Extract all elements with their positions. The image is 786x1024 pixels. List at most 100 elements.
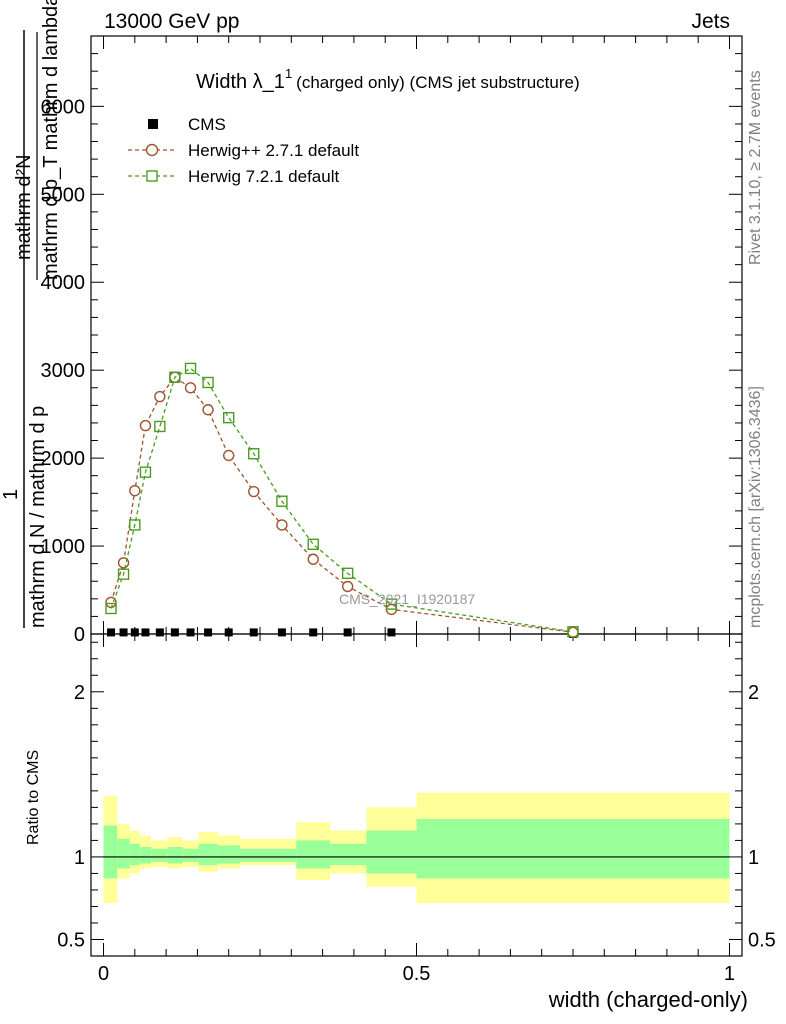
main-ytick-label: 3000 (41, 360, 86, 382)
chart-title-main: Width λ_1 (196, 71, 285, 93)
ratio-ytick-label-right: 1 (748, 847, 759, 869)
herwig7-point (105, 602, 117, 615)
herwigpp-point (154, 390, 166, 403)
ratio-bands (103, 792, 730, 904)
cms-data-point (141, 628, 150, 637)
header-right: Jets (691, 10, 730, 33)
header-left: 13000 GeV pp (104, 10, 239, 33)
ratio-xtick-label: 0.5 (403, 963, 431, 985)
ratio-ytick-label-left: 2 (74, 682, 85, 704)
main-ytick-label: 2000 (41, 448, 86, 470)
ylabel-denominator: mathrm d N / mathrm d p (27, 406, 49, 628)
cms-data-point (186, 628, 195, 637)
ylabel-numerator-one: 1 (0, 489, 22, 500)
herwig7-point (567, 626, 579, 638)
ratio-ylabel: Ratio to CMS (25, 750, 42, 845)
cms-data-point (119, 628, 128, 637)
ratio-inner-band-bin (330, 843, 367, 866)
ratio-xtick-label: 0 (98, 963, 109, 985)
cms-data-point (204, 628, 213, 637)
herwigpp-point (223, 449, 235, 462)
herwig7-point (307, 538, 319, 550)
legend-label: Herwig++ 2.7.1 default (188, 141, 359, 160)
ratio-axis-ticks: 0 0.5 1 0.5 0.5 1 1 2 2 (57, 634, 776, 985)
herwigpp-point (567, 626, 579, 638)
ratio-inner-band-bin (366, 830, 417, 874)
ratio-inner-band-bin (198, 843, 218, 866)
legend: CMS Herwig++ 2.7.1 default Herwig 7.2.1 de… (128, 115, 359, 186)
ratio-ytick-label-left: 0.5 (57, 929, 85, 951)
herwig7-point (248, 448, 260, 460)
herwigpp-point (184, 382, 197, 394)
cms-data-point (155, 628, 164, 637)
main-ylabel: 1 mathrm d N / mathrm d p mathrm d²N mat… (0, 0, 62, 628)
herwigpp-point (276, 519, 288, 531)
watermark: CMS_2021_I1920187 (339, 591, 475, 607)
main-ytick-label: 1000 (41, 536, 86, 558)
herwig7-point (169, 371, 181, 383)
main-axis-ticks: 0 1000 2000 3000 4000 5000 6000 (41, 36, 742, 646)
cms-data-point (130, 628, 139, 637)
cms-data-point (277, 628, 286, 637)
herwig7-point (202, 376, 214, 389)
herwigpp-point (139, 419, 152, 432)
ratio-ytick-label-left: 1 (74, 847, 85, 869)
cms-data-point (249, 628, 258, 637)
cms-data-point (170, 628, 179, 637)
ylabel-inner-numerator: mathrm d²N (13, 154, 35, 260)
ratio-inner-band-bin (416, 818, 730, 879)
ratio-xtick-label: 1 (724, 963, 735, 985)
series-line-1 (110, 376, 574, 633)
main-ytick-label: 5000 (41, 184, 86, 206)
mcplots-label: mcplots.cern.ch [arXiv:1306.3436] (747, 386, 764, 628)
herwig7-point (341, 567, 354, 580)
herwig7-point (385, 598, 398, 610)
ratio-inner-band-bin (129, 843, 140, 866)
cms-data-point (387, 628, 396, 637)
herwigpp-point (129, 484, 141, 497)
ratio-inner-band-bin (139, 847, 152, 864)
herwigpp-point (341, 580, 354, 593)
chart-title-sup: 1 (285, 66, 292, 81)
herwig7-point (117, 568, 130, 580)
legend-marker-square (146, 170, 158, 182)
rivet-label: Rivet 3.1.10, ≥ 2.7M events (747, 70, 764, 265)
ylabel-inner-denominator: mathrm d p_T mathrm d lambda (40, 0, 62, 280)
ratio-inner-band-bin (267, 848, 297, 862)
ratio-inner-band-bin (167, 847, 183, 864)
series-line-2 (110, 367, 574, 633)
herwig7-point (154, 420, 166, 433)
herwig7-point (223, 411, 235, 424)
cms-data-point (224, 628, 233, 637)
ratio-inner-band-bin (103, 825, 118, 879)
cms-data-point (309, 628, 318, 637)
ratio-inner-band-bin (117, 838, 130, 869)
ratio-inner-band-bin (296, 840, 331, 869)
herwigpp-point (307, 553, 319, 565)
chart-title: Width λ_11 (charged only) (CMS jet substr… (196, 66, 580, 93)
ratio-inner-band-bin (182, 848, 199, 862)
chart-title-sub: (charged only) (CMS jet substructure) (296, 73, 579, 92)
herwig7-point (129, 519, 141, 531)
x-axis-label: width (charged-only) (548, 987, 748, 1012)
herwigpp-point (248, 485, 260, 498)
main-ytick-label: 0 (74, 624, 85, 646)
ratio-inner-band-bin (217, 845, 240, 864)
ratio-inner-band-bin (151, 848, 168, 862)
legend-marker-circle (145, 143, 159, 157)
series-layer (105, 362, 579, 638)
cms-data-point (107, 628, 116, 637)
herwig7-point (184, 362, 197, 375)
herwig7-point (139, 466, 152, 478)
main-ytick-label: 6000 (41, 96, 86, 118)
ratio-ytick-label-right: 0.5 (748, 929, 776, 951)
cms-data-point (343, 628, 352, 637)
legend-marker-cms (148, 119, 158, 129)
main-ytick-label: 4000 (41, 272, 86, 294)
ratio-ytick-label-right: 2 (748, 682, 759, 704)
herwigpp-point (202, 404, 214, 416)
legend-label: Herwig 7.2.1 default (188, 167, 339, 186)
herwig7-point (276, 495, 288, 507)
legend-label: CMS (188, 115, 226, 134)
